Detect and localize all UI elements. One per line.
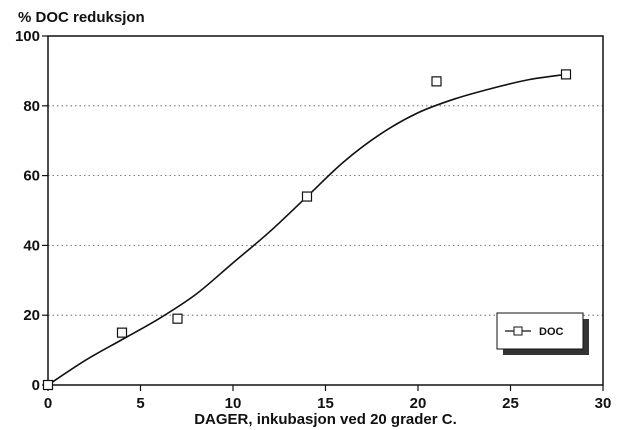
x-tick-label: 30 [595, 395, 612, 412]
y-axis-title: % DOC reduksjon [18, 9, 145, 26]
x-tick-label: 5 [136, 395, 144, 412]
marker-layer [42, 69, 572, 391]
series-layer [47, 73, 567, 386]
data-point-marker [116, 327, 128, 338]
y-tick-label: 100 [15, 28, 40, 45]
data-point-marker [172, 313, 183, 324]
data-point-marker [560, 69, 572, 80]
data-point-marker [301, 191, 313, 202]
x-tick-label: 10 [225, 395, 242, 412]
legend-label-doc: DOC [539, 326, 564, 338]
legend-marker [513, 326, 523, 336]
legend-layer: DOC [496, 312, 589, 355]
x-axis-title: DAGER, inkubasjon ved 20 grader C. [194, 411, 457, 428]
grid-layer [48, 105, 603, 316]
ticks-layer: 0 20 40 60 80 100 0 5 10 15 20 25 30 [15, 28, 611, 412]
data-point-marker [42, 379, 54, 391]
y-tick-label: 60 [23, 168, 40, 185]
y-tick-label: 40 [23, 237, 40, 254]
data-point-marker [431, 76, 442, 87]
y-tick-label: 20 [23, 307, 40, 324]
x-tick-label: 20 [410, 395, 427, 412]
x-tick-label: 0 [44, 395, 52, 412]
x-tick-label: 25 [502, 395, 519, 412]
y-tick-label: 80 [23, 98, 40, 115]
x-tick-label: 15 [317, 395, 334, 412]
y-tick-label: 0 [32, 377, 40, 394]
series-line-doc [47, 73, 567, 386]
